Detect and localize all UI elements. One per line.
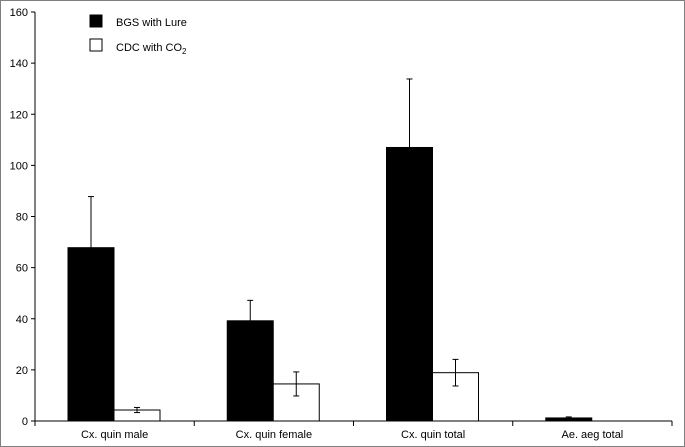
category-label: Ae. aeg total xyxy=(561,429,623,441)
y-tick-label: 100 xyxy=(10,160,28,172)
category-label: Cx. quin female xyxy=(236,429,312,441)
y-tick-label: 120 xyxy=(10,109,28,121)
y-axis: 0 20 40 60 80 100 120 140 160 xyxy=(10,7,36,428)
bar xyxy=(545,417,593,422)
legend: BGS with Lure CDC with CO2 xyxy=(89,14,187,56)
bar xyxy=(386,146,433,422)
legend-label-cdc-sub: 2 xyxy=(182,47,187,56)
y-tick-label: 140 xyxy=(10,58,28,70)
y-tick-label: 0 xyxy=(22,416,28,428)
y-tick-label: 60 xyxy=(16,263,28,275)
y-tick-label: 20 xyxy=(16,365,28,377)
bar xyxy=(226,320,274,422)
legend-label-cdc: CDC with CO2 xyxy=(116,42,187,56)
y-tick-label: 160 xyxy=(10,7,28,19)
legend-label-bgs: BGS with Lure xyxy=(116,17,187,29)
legend-swatch-bgs xyxy=(89,14,103,28)
bar xyxy=(67,247,115,422)
y-tick-label: 40 xyxy=(16,314,28,326)
x-axis: Cx. quin male Cx. quin female Cx. quin tot… xyxy=(34,420,673,441)
y-tick-label: 80 xyxy=(16,212,28,224)
category-label: Cx. quin male xyxy=(81,429,148,441)
bar xyxy=(432,372,479,422)
category-label: Cx. quin total xyxy=(401,429,465,441)
legend-label-cdc-main: CDC with CO xyxy=(116,42,182,54)
legend-swatch-cdc xyxy=(89,38,103,52)
bars xyxy=(67,78,593,422)
